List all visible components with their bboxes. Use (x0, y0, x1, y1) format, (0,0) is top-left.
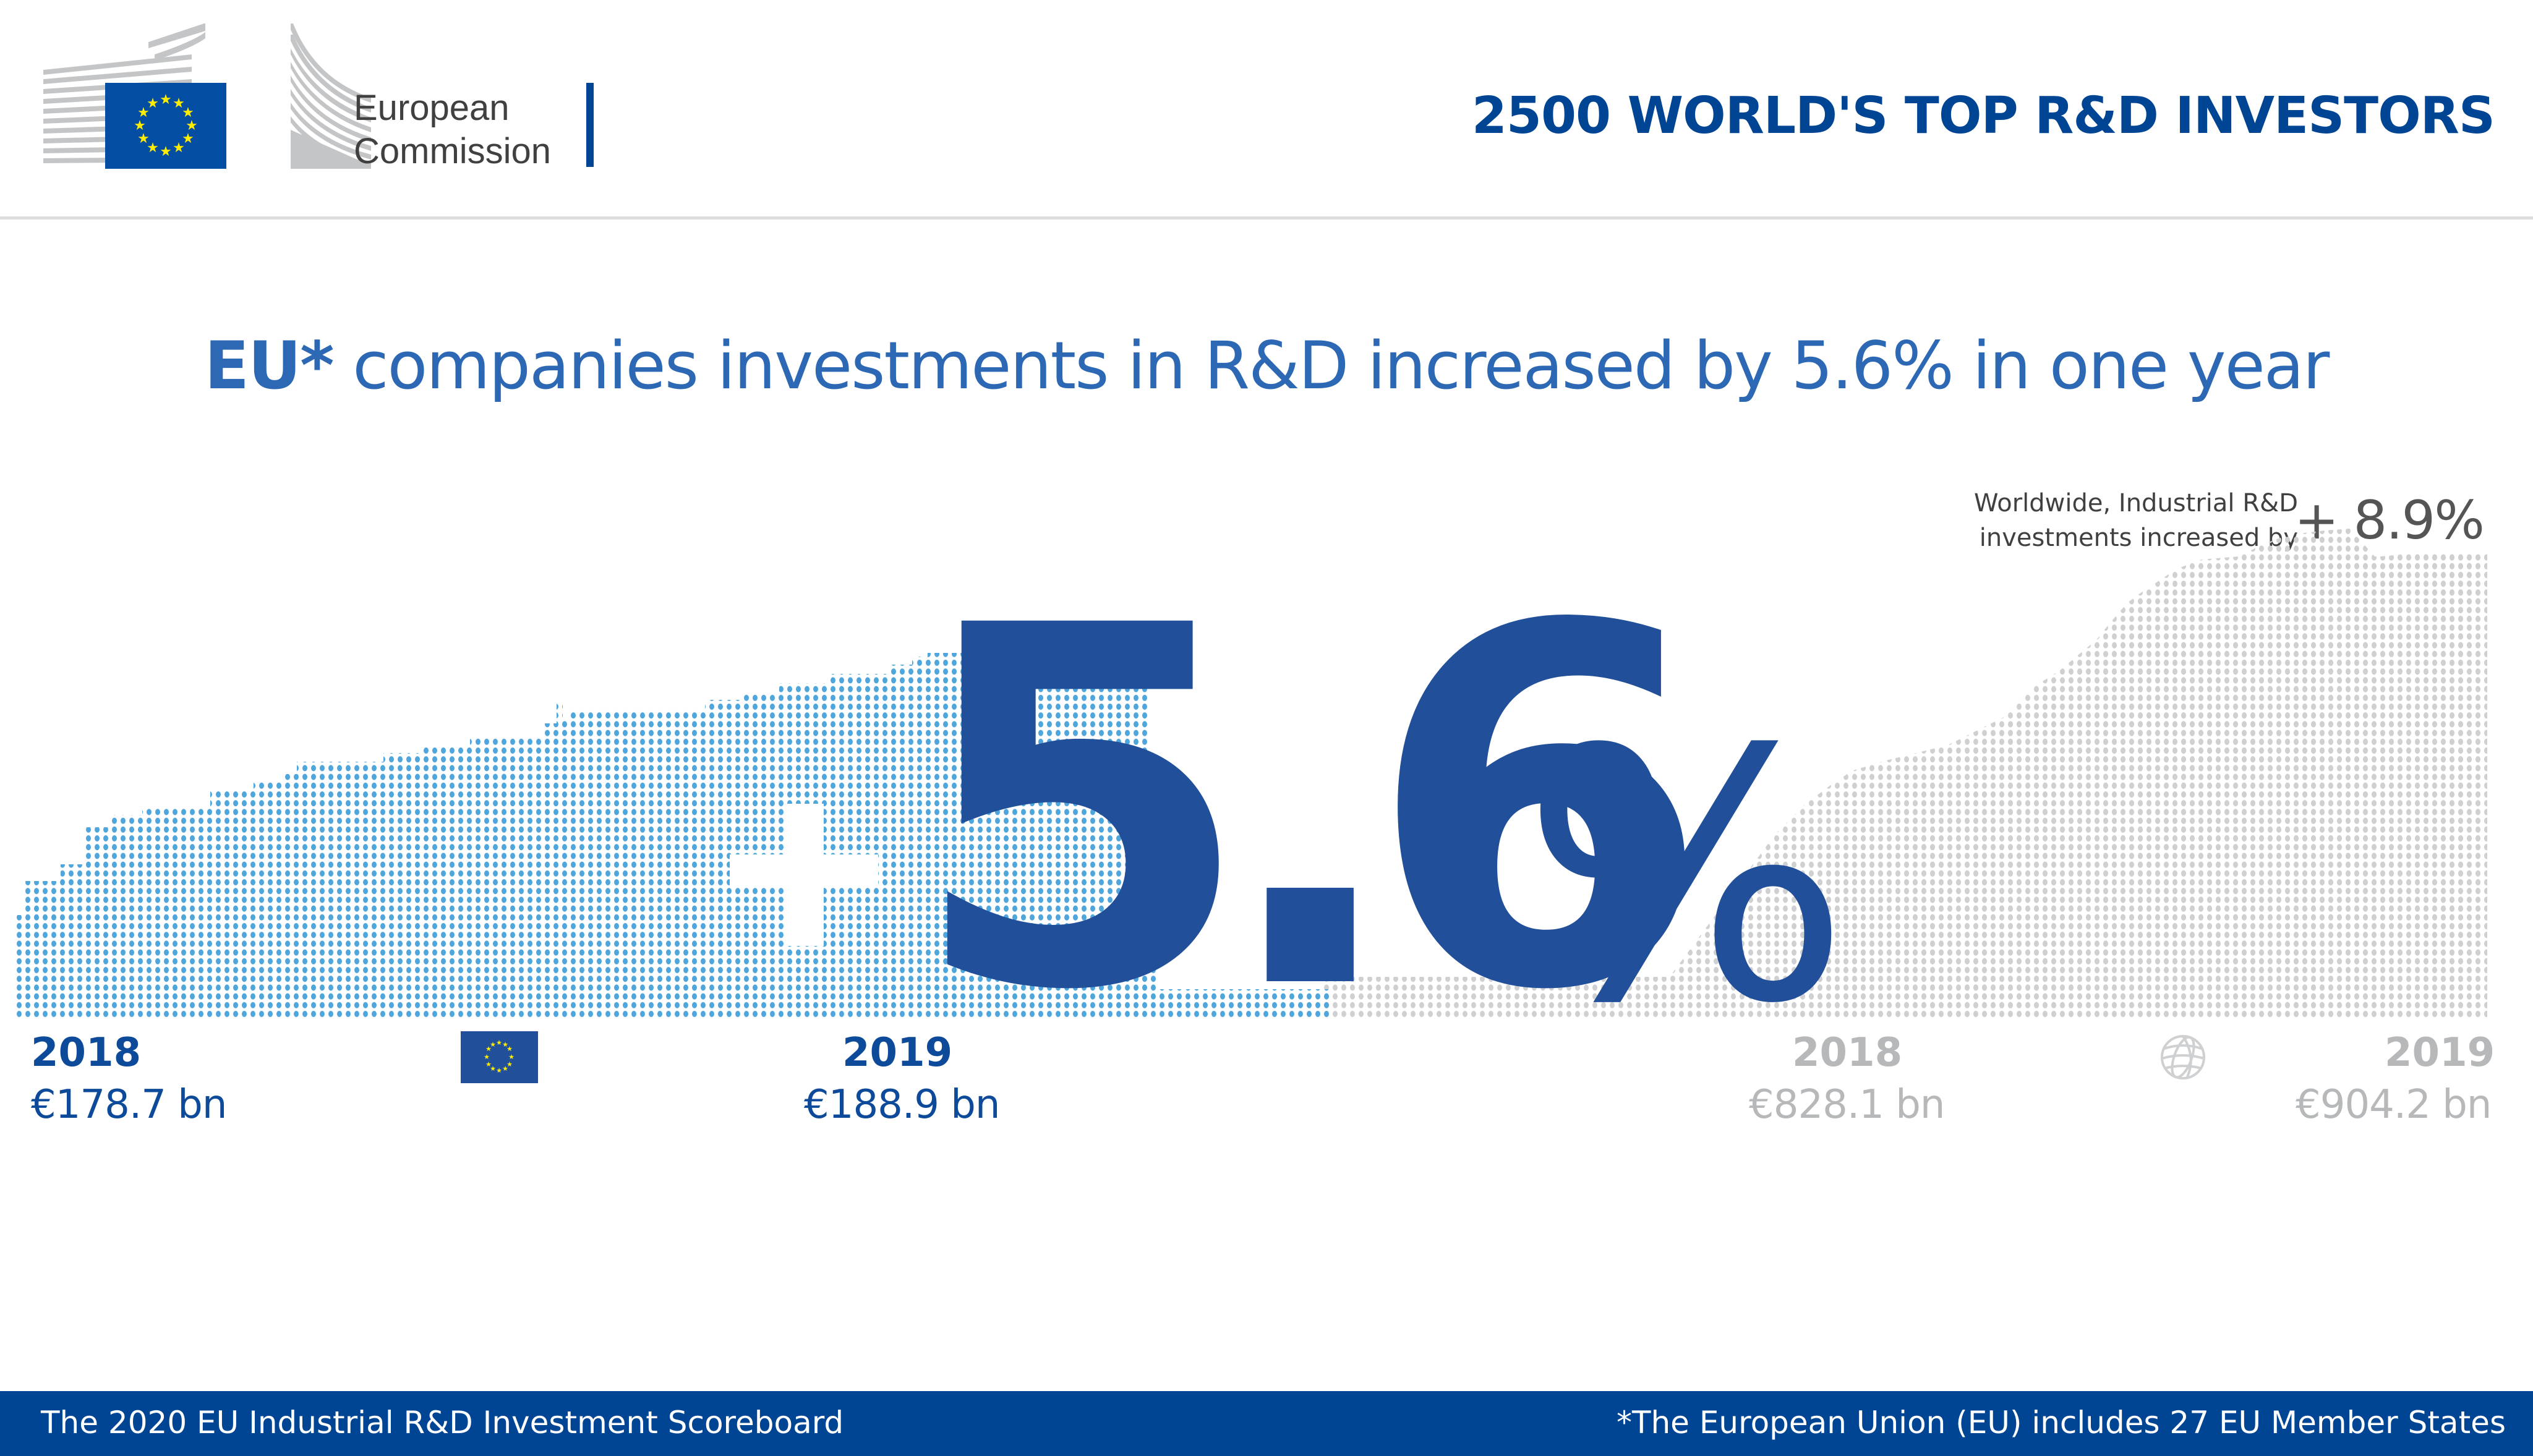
plus-sign-cutout (730, 804, 878, 946)
logo-line-1: European (354, 88, 510, 128)
svg-text:★: ★ (182, 131, 194, 147)
berlaymont-building-icon: ★ ★ ★ ★ ★ ★ ★ ★ ★ ★ ★ ★ (43, 23, 371, 169)
svg-text:★: ★ (160, 144, 172, 160)
svg-text:★: ★ (485, 1045, 492, 1053)
svg-text:★: ★ (182, 105, 194, 121)
header-divider (0, 216, 2533, 219)
footer-source: The 2020 EU Industrial R&D Investment Sc… (41, 1405, 844, 1441)
worldwide-note-line-2: investments increased by (1979, 524, 2298, 552)
svg-text:★: ★ (496, 1039, 502, 1047)
svg-text:★: ★ (173, 96, 185, 111)
headline-text: companies investments in R&D increased b… (333, 328, 2330, 404)
eu-2019-year: 2019 (842, 1030, 953, 1076)
eu-2018-year: 2018 (31, 1030, 142, 1076)
svg-text:★: ★ (137, 105, 150, 121)
headline: EU* companies investments in R&D increas… (0, 328, 2533, 404)
world-2019-year: 2019 (2385, 1030, 2495, 1076)
logo-divider (586, 83, 594, 167)
worldwide-note-line-1: Worldwide, Industrial R&D (1974, 489, 2298, 517)
svg-text:★: ★ (502, 1065, 508, 1073)
svg-text:★: ★ (490, 1065, 496, 1073)
svg-text:★: ★ (147, 96, 159, 111)
eu-2018-amount: €178.7 bn (31, 1082, 227, 1128)
page-title: 2500 WORLD'S TOP R&D INVESTORS (1471, 87, 2495, 145)
svg-text:★: ★ (502, 1041, 508, 1049)
eu-growth-percent-sign: % (1521, 676, 1850, 1079)
svg-text:★: ★ (137, 131, 150, 147)
svg-text:★: ★ (508, 1053, 515, 1061)
logo-line-2: Commission (354, 131, 552, 171)
european-commission-logo[interactable]: ★ ★ ★ ★ ★ ★ ★ ★ ★ ★ ★ ★ (43, 23, 600, 169)
svg-text:★: ★ (134, 118, 146, 134)
svg-text:★: ★ (496, 1066, 502, 1075)
worldwide-note: Worldwide, Industrial R&D investments in… (1974, 486, 2298, 555)
globe-icon (2159, 1034, 2206, 1083)
eu-2019-amount: €188.9 bn (804, 1082, 1000, 1128)
svg-text:★: ★ (506, 1045, 513, 1053)
svg-text:★: ★ (173, 140, 185, 156)
worldwide-dot-area-top (1793, 553, 2487, 1019)
eu-dot-area (16, 653, 1330, 1019)
svg-text:★: ★ (490, 1041, 496, 1049)
world-2019-amount: €904.2 bn (2296, 1082, 2492, 1128)
svg-text:★: ★ (506, 1060, 513, 1068)
svg-text:★: ★ (484, 1053, 490, 1061)
logo-wordmark: European Commission (354, 87, 551, 173)
svg-text:★: ★ (485, 1060, 492, 1068)
eu-growth-number: 5.6 (909, 522, 1711, 1098)
svg-text:★: ★ (147, 140, 159, 156)
world-2018-amount: €828.1 bn (1749, 1082, 1945, 1128)
header: ★ ★ ★ ★ ★ ★ ★ ★ ★ ★ ★ ★ European Commiss… (0, 0, 2533, 216)
footer-note: *The European Union (EU) includes 27 EU … (1616, 1405, 2506, 1441)
eu-flag-icon: ★ ★ ★ ★ ★ ★ ★ ★ ★ ★ ★ ★ (105, 83, 226, 169)
world-2018-year: 2018 (1792, 1030, 1903, 1076)
svg-text:★: ★ (160, 92, 172, 108)
headline-eu: EU* (204, 328, 335, 404)
eu-flag-icon: ★ ★ ★ ★ ★ ★ ★ ★ ★ ★ ★ ★ (461, 1031, 538, 1086)
footer-bar: The 2020 EU Industrial R&D Investment Sc… (0, 1391, 2533, 1456)
svg-text:★: ★ (186, 118, 198, 134)
